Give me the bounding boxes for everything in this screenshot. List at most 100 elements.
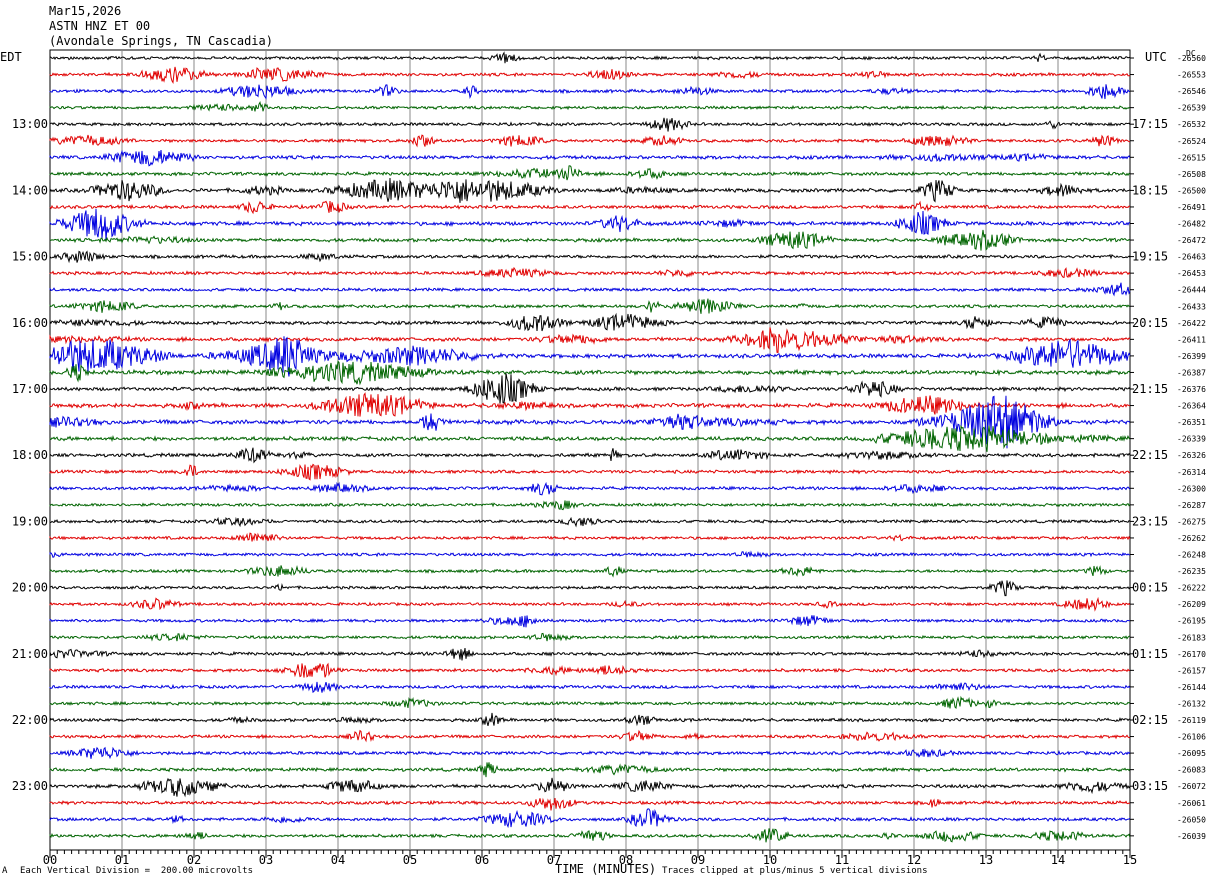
dc-offset-label: -26050 xyxy=(1177,815,1206,824)
trace-line xyxy=(49,165,1131,181)
x-tick-label: 00 xyxy=(43,853,57,867)
date-label: Mar15,2026 xyxy=(49,4,122,18)
trace-line xyxy=(49,66,1131,84)
left-timezone-label: EDT xyxy=(0,50,22,64)
dc-offset-label: -26546 xyxy=(1177,87,1206,96)
dc-offset-label: -26039 xyxy=(1177,832,1206,841)
x-tick-label: 08 xyxy=(619,853,633,867)
x-tick-label: 14 xyxy=(1051,853,1065,867)
trace-line xyxy=(49,695,1131,709)
right-hour-label: 22:15 xyxy=(1132,448,1168,462)
dc-offset-label: -26300 xyxy=(1177,484,1206,493)
dc-offset-label: -26132 xyxy=(1177,699,1206,708)
dc-offset-label: -26453 xyxy=(1177,269,1206,278)
right-hour-label: 01:15 xyxy=(1132,647,1168,661)
dc-offset-label: -26524 xyxy=(1177,137,1206,146)
trace-line xyxy=(49,250,1131,264)
trace-line xyxy=(49,729,1131,743)
dc-offset-label: -26560 xyxy=(1177,54,1206,63)
trace-line xyxy=(49,500,1131,511)
trace-line xyxy=(49,447,1131,464)
dc-offset-label: -26339 xyxy=(1177,435,1206,444)
dc-offset-label: -26482 xyxy=(1177,220,1206,229)
dc-offset-label: -26472 xyxy=(1177,236,1206,245)
x-tick-label: 09 xyxy=(691,853,705,867)
x-tick-label: 02 xyxy=(187,853,201,867)
dc-offset-label: -26106 xyxy=(1177,733,1206,742)
scale-note: Each Vertical Division = 200.00 microvol… xyxy=(20,866,253,876)
trace-line xyxy=(49,177,1131,203)
trace-line xyxy=(49,336,1131,377)
x-tick-label: 01 xyxy=(115,853,129,867)
trace-line xyxy=(49,208,1130,241)
x-tick-label: 04 xyxy=(331,853,345,867)
dc-offset-label: -26351 xyxy=(1177,418,1206,427)
dc-offset-label: -26387 xyxy=(1177,368,1206,377)
trace-line xyxy=(49,327,1131,353)
trace-line xyxy=(49,712,1131,727)
right-hour-label: 17:15 xyxy=(1132,117,1168,131)
trace-line xyxy=(49,51,1131,64)
left-hour-label: 16:00 xyxy=(12,316,48,330)
right-hour-label: 02:15 xyxy=(1132,713,1168,727)
corner-mark: A xyxy=(2,866,8,876)
x-tick-label: 06 xyxy=(475,853,489,867)
dc-offset-label: -26157 xyxy=(1177,666,1206,675)
trace-line xyxy=(49,373,1131,404)
dc-header-label: DC xyxy=(1186,49,1196,58)
trace-line xyxy=(49,777,1131,798)
dc-offset-label: -26287 xyxy=(1177,501,1206,510)
trace-line xyxy=(49,550,1131,559)
trace-line xyxy=(49,797,1131,811)
header-block: Mar15,2026 ASTN HNZ ET 00 (Avondale Spri… xyxy=(49,4,273,49)
dc-offset-label: -26553 xyxy=(1177,71,1206,80)
dc-offset-label: -26433 xyxy=(1177,302,1206,311)
trace-line xyxy=(49,828,1131,843)
dc-offset-label: -26539 xyxy=(1177,104,1206,113)
dc-offset-label: -26515 xyxy=(1177,153,1206,162)
trace-line xyxy=(49,229,1131,251)
trace-line xyxy=(49,564,1131,578)
left-hour-label: 17:00 xyxy=(12,382,48,396)
right-hour-label: 21:15 xyxy=(1132,382,1168,396)
trace-line xyxy=(49,662,1131,678)
dc-offset-label: -26095 xyxy=(1177,749,1206,758)
trace-line xyxy=(49,149,1131,167)
location-label: (Avondale Springs, TN Cascadia) xyxy=(49,34,273,48)
dc-offset-label: -26235 xyxy=(1177,567,1206,576)
trace-line xyxy=(49,808,1131,829)
right-hour-label: 00:15 xyxy=(1132,581,1168,595)
trace-line xyxy=(49,632,1131,642)
dc-offset-label: -26275 xyxy=(1177,517,1206,526)
trace-line xyxy=(49,615,1130,628)
dc-offset-label: -26463 xyxy=(1177,253,1206,262)
x-tick-label: 03 xyxy=(259,853,273,867)
left-hour-label: 13:00 xyxy=(12,117,48,131)
x-tick-label: 05 xyxy=(403,853,417,867)
trace-line xyxy=(49,681,1131,693)
dc-offset-label: -26083 xyxy=(1177,766,1206,775)
right-hour-label: 19:15 xyxy=(1132,250,1168,264)
dc-offset-label: -26444 xyxy=(1177,286,1206,295)
dc-offset-label: -26222 xyxy=(1177,584,1206,593)
dc-offset-label: -26072 xyxy=(1177,782,1206,791)
trace-line xyxy=(49,266,1131,279)
dc-offset-label: -26411 xyxy=(1177,335,1206,344)
trace-line xyxy=(49,200,1131,215)
x-tick-label: 12 xyxy=(907,853,921,867)
dc-offset-label: -26144 xyxy=(1177,683,1206,692)
station-label: ASTN HNZ ET 00 xyxy=(49,19,151,33)
trace-line xyxy=(49,101,1131,112)
left-hour-label: 14:00 xyxy=(12,183,48,197)
x-tick-label: 13 xyxy=(979,853,993,867)
trace-line xyxy=(49,282,1131,297)
dc-offset-label: -26209 xyxy=(1177,600,1206,609)
trace-line xyxy=(49,298,1131,314)
left-hour-label: 21:00 xyxy=(12,647,48,661)
right-timezone-label: UTC xyxy=(1145,50,1167,64)
dc-offset-label: -26532 xyxy=(1177,120,1206,129)
trace-line xyxy=(49,360,1131,386)
right-hour-label: 23:15 xyxy=(1132,514,1168,528)
dc-offset-label: -26195 xyxy=(1177,617,1206,626)
left-hour-label: 22:00 xyxy=(12,713,48,727)
